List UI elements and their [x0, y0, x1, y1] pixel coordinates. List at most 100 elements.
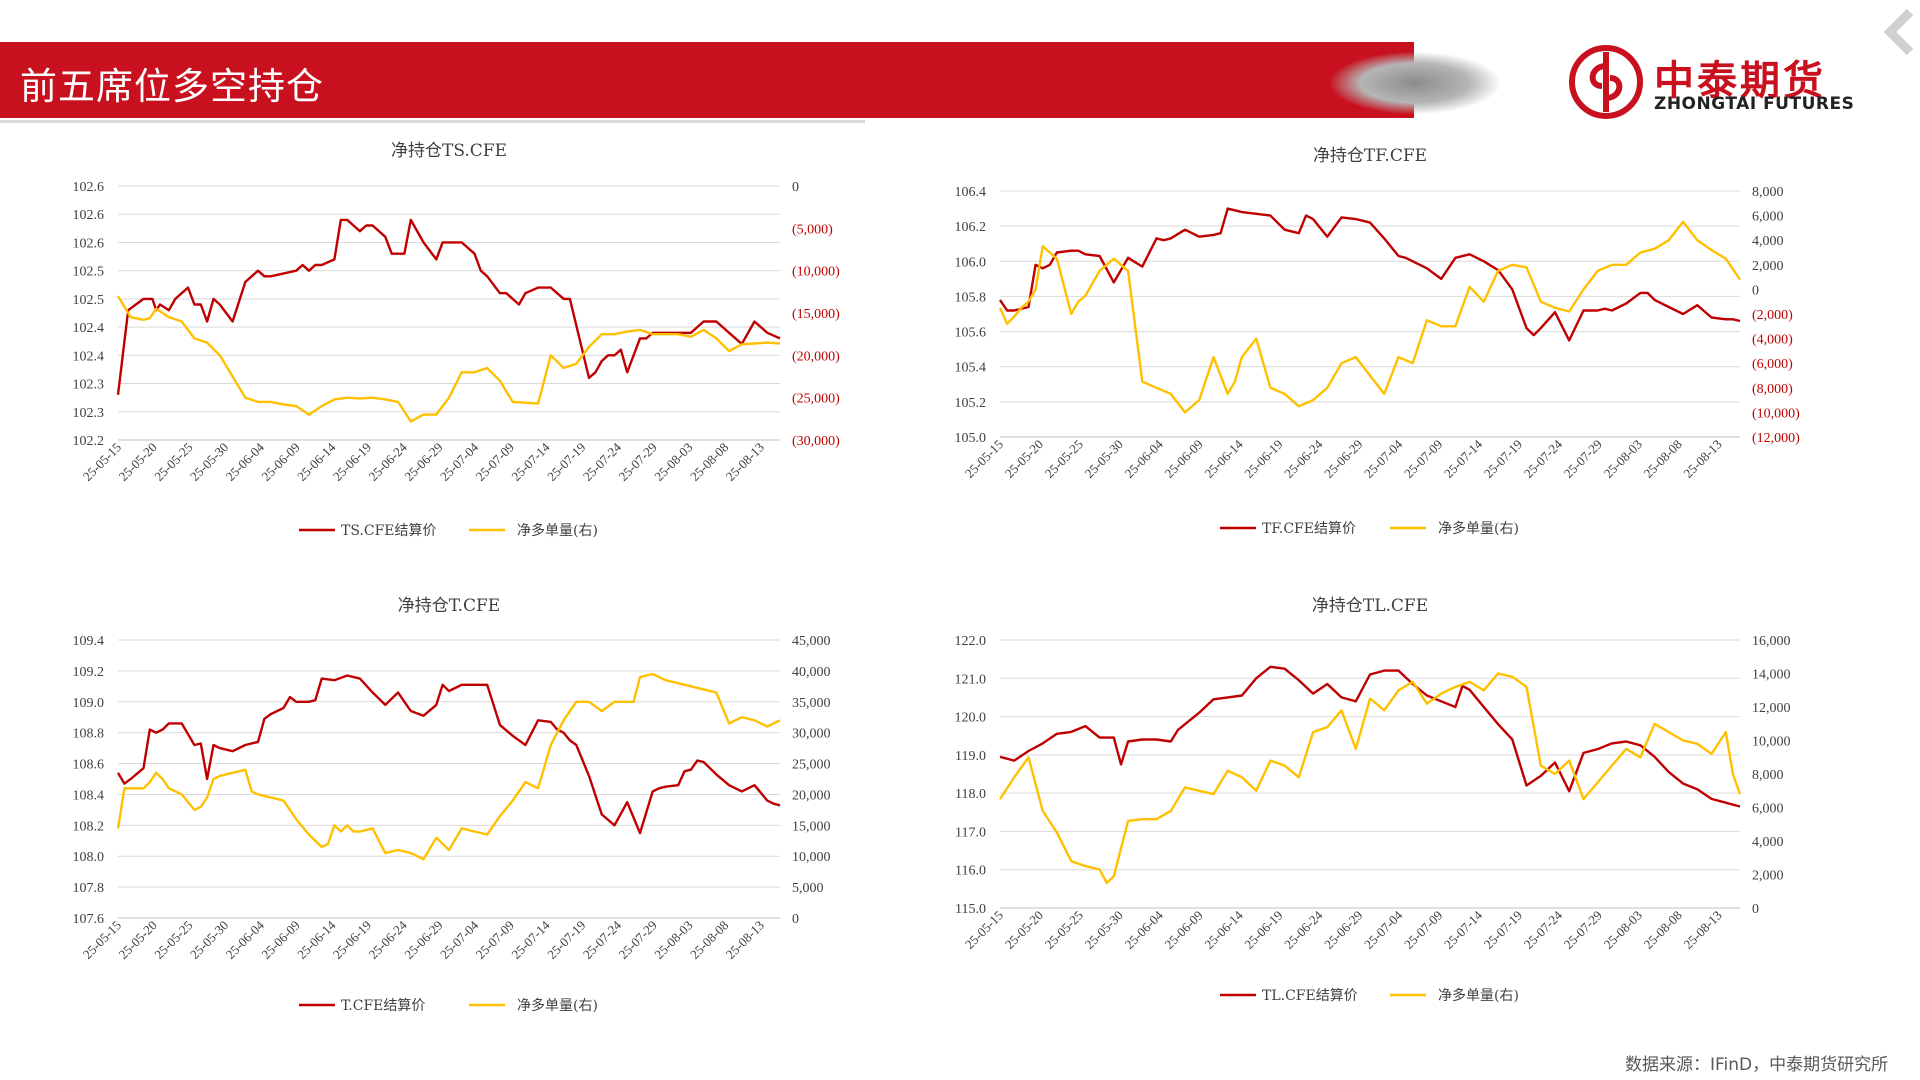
y-left-tick-label: 109.2	[73, 665, 105, 680]
y-right-tick-label: 16,000	[1752, 634, 1791, 649]
x-tick-label: 25-08-03	[651, 440, 695, 484]
chart-title: 净持仓T.CFE	[398, 596, 500, 616]
x-tick-label: 25-06-09	[258, 918, 302, 962]
y-left-tick-label: 102.2	[73, 434, 105, 449]
series-line-price	[116, 674, 781, 835]
y-right-tick-label: 40,000	[792, 665, 831, 680]
x-tick-label: 25-05-30	[1082, 437, 1126, 481]
chart-title: 净持仓TF.CFE	[1313, 146, 1427, 166]
y-left-tick-label: 108.4	[73, 788, 105, 803]
title-bar	[0, 42, 1414, 118]
y-left-tick-label: 102.6	[73, 208, 105, 223]
chart-title: 净持仓TL.CFE	[1312, 596, 1428, 616]
x-tick-label: 25-06-09	[258, 440, 302, 484]
x-tick-label: 25-05-25	[151, 918, 195, 962]
x-tick-label: 25-06-19	[330, 918, 374, 962]
x-tick-label: 25-07-24	[580, 917, 625, 962]
legend-label-net-long: 净多单量(右)	[517, 522, 598, 539]
x-tick-label: 25-05-25	[151, 440, 195, 484]
series-line-net-long	[998, 220, 1741, 414]
legend-label-net-long: 净多单量(右)	[1438, 520, 1519, 537]
chart-ts: 净持仓TS.CFE 102.2 102.3 102.3 102.4 102.4 102.5 1…	[40, 130, 900, 550]
y-left-tick-label: 102.4	[73, 321, 105, 336]
series-line-net-long	[116, 295, 781, 423]
x-tick-label: 25-07-14	[508, 917, 553, 962]
y-left-tick-label: 102.6	[73, 236, 105, 251]
legend-label-price: TF.CFE结算价	[1262, 521, 1356, 537]
y-right-tick-label: 35,000	[792, 696, 831, 711]
corner-chevron-icon	[1883, 8, 1914, 56]
title-bar-shadow	[1330, 52, 1500, 114]
x-tick-label: 25-07-29	[1561, 437, 1605, 481]
x-tick-label: 25-06-29	[1321, 908, 1365, 952]
y-left-tick-label: 122.0	[955, 634, 987, 649]
x-tick-label: 25-06-04	[1122, 907, 1167, 952]
y-left-tick-label: 106.4	[955, 185, 987, 200]
x-tick-label: 25-05-20	[116, 918, 160, 962]
y-left-tick-label: 102.3	[73, 406, 105, 421]
y-left-tick-label: 102.5	[73, 265, 105, 280]
y-right-tick-label: (5,000)	[792, 222, 833, 237]
x-tick-label: 25-06-04	[223, 917, 268, 962]
y-left-tick-label: 105.0	[955, 431, 987, 446]
x-tick-label: 25-07-04	[1361, 907, 1406, 952]
series-line-price	[999, 207, 1741, 342]
y-left-tick-label: 108.2	[73, 819, 105, 834]
series-line-price	[999, 665, 1741, 808]
x-tick-label: 25-06-29	[401, 918, 445, 962]
y-right-tick-label: (8,000)	[1752, 382, 1793, 397]
x-tick-label: 25-07-24	[1521, 436, 1566, 481]
y-left-tick-label: 106.0	[955, 255, 987, 270]
x-tick-label: 25-06-19	[1241, 437, 1285, 481]
x-tick-label: 25-07-24	[580, 439, 625, 484]
x-tick-label: 25-05-20	[1002, 437, 1046, 481]
series-line-net-long	[116, 672, 781, 861]
x-tick-label: 25-05-20	[116, 440, 160, 484]
y-right-tick-label: 4,000	[1752, 234, 1784, 249]
y-left-tick-label: 105.6	[955, 326, 987, 341]
y-right-tick-label: 45,000	[792, 634, 831, 649]
y-right-tick-label: 15,000	[792, 819, 831, 834]
x-tick-label: 25-06-19	[1241, 908, 1285, 952]
x-tick-label: 25-08-08	[1641, 437, 1685, 481]
y-right-tick-label: (6,000)	[1752, 357, 1793, 372]
x-tick-label: 25-07-09	[1401, 437, 1445, 481]
data-source-note: 数据来源：IFinD，中泰期货研究所	[1625, 1055, 1889, 1075]
x-tick-label: 25-06-04	[1122, 436, 1167, 481]
x-tick-label: 25-06-14	[294, 439, 339, 484]
x-tick-label: 25-06-14	[294, 917, 339, 962]
x-tick-label: 25-08-13	[723, 918, 767, 962]
y-right-tick-label: 6,000	[1752, 802, 1784, 817]
x-tick-label: 25-08-03	[1601, 908, 1645, 952]
title-underline	[0, 120, 865, 123]
x-tick-label: 25-07-14	[1441, 907, 1486, 952]
x-tick-label: 25-07-04	[437, 917, 482, 962]
x-tick-label: 25-05-20	[1002, 908, 1046, 952]
y-right-tick-label: 20,000	[792, 788, 831, 803]
y-right-tick-label: (2,000)	[1752, 308, 1793, 323]
x-tick-label: 25-06-04	[223, 439, 268, 484]
legend-label-net-long: 净多单量(右)	[1438, 987, 1519, 1004]
series-line-net-long	[998, 672, 1742, 885]
x-tick-label: 25-07-29	[616, 440, 660, 484]
y-right-tick-label: 12,000	[1752, 701, 1791, 716]
x-tick-label: 25-06-14	[1201, 436, 1246, 481]
y-right-tick-label: 0	[792, 180, 799, 195]
x-tick-label: 25-07-24	[1521, 907, 1566, 952]
x-tick-label: 25-07-09	[473, 440, 517, 484]
logo-text-en: ZHONGTAI FUTURES	[1654, 94, 1855, 114]
y-right-tick-label: (4,000)	[1752, 333, 1793, 348]
x-tick-label: 25-06-19	[330, 440, 374, 484]
y-right-tick-label: 10,000	[1752, 735, 1791, 750]
chart-t: 净持仓T.CFE 107.6 107.8 108.0 108.2 108.4 108.6 10…	[40, 585, 900, 1025]
x-tick-label: 25-06-24	[366, 917, 411, 962]
y-left-tick-label: 109.4	[73, 634, 105, 649]
y-left-tick-label: 105.4	[955, 361, 987, 376]
x-tick-label: 25-07-19	[1481, 437, 1525, 481]
y-left-tick-label: 105.8	[955, 290, 987, 305]
y-right-tick-label: 4,000	[1752, 835, 1784, 850]
y-left-tick-label: 102.5	[73, 293, 105, 308]
y-left-tick-label: 116.0	[955, 864, 986, 879]
y-right-tick-label: 0	[792, 912, 799, 927]
y-left-tick-label: 120.0	[955, 711, 987, 726]
